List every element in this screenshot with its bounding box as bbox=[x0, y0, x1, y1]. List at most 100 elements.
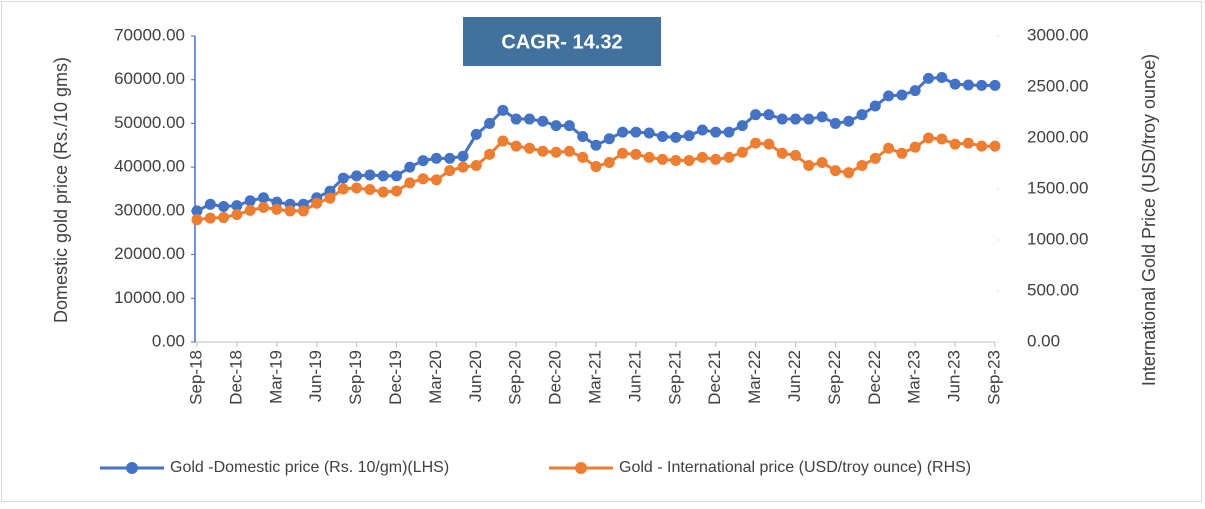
x-tick-label: Sep-22 bbox=[825, 350, 844, 405]
point bbox=[244, 204, 256, 216]
point bbox=[563, 145, 575, 157]
x-tick-label: Dec-19 bbox=[386, 350, 405, 405]
y-tick-label: 50000.00 bbox=[114, 113, 185, 132]
point bbox=[657, 131, 668, 143]
point bbox=[484, 148, 496, 160]
y2-tick-label: 500.00 bbox=[1027, 280, 1079, 299]
x-tick-label: Mar-20 bbox=[426, 350, 445, 404]
point bbox=[829, 117, 841, 129]
point bbox=[218, 200, 230, 212]
x-tick-label: Dec-18 bbox=[226, 350, 245, 405]
point bbox=[364, 184, 376, 196]
point bbox=[244, 195, 256, 207]
point bbox=[883, 90, 895, 102]
point bbox=[311, 197, 323, 209]
point bbox=[869, 100, 881, 112]
point bbox=[603, 133, 615, 145]
point bbox=[497, 104, 509, 116]
point bbox=[337, 172, 349, 184]
y2-tick-label: 2500.00 bbox=[1027, 76, 1088, 95]
x-tick-label: Mar-23 bbox=[905, 350, 924, 404]
y2-tick-label: 1000.00 bbox=[1027, 229, 1088, 248]
point bbox=[258, 192, 269, 204]
point bbox=[417, 173, 429, 185]
x-tick-label: Mar-19 bbox=[266, 350, 285, 404]
point bbox=[750, 109, 762, 121]
point bbox=[351, 170, 363, 182]
point bbox=[723, 126, 735, 138]
y-tick-label: 70000.00 bbox=[114, 25, 185, 44]
point bbox=[377, 186, 389, 198]
point bbox=[404, 161, 416, 173]
point bbox=[391, 170, 402, 182]
point bbox=[736, 120, 748, 132]
point bbox=[883, 142, 895, 154]
point bbox=[231, 209, 243, 220]
point bbox=[643, 151, 655, 163]
annotation: CAGR- 14.32 bbox=[501, 31, 622, 53]
point bbox=[923, 72, 934, 84]
legend-marker bbox=[126, 462, 138, 474]
point bbox=[763, 138, 775, 150]
point bbox=[510, 140, 522, 152]
point bbox=[670, 131, 682, 143]
point bbox=[524, 113, 535, 125]
point bbox=[324, 192, 336, 204]
point bbox=[271, 203, 283, 215]
point bbox=[231, 200, 243, 212]
legend-marker bbox=[575, 462, 587, 474]
point bbox=[683, 154, 695, 166]
x-tick-label: Sep-20 bbox=[506, 350, 525, 405]
legend-label: Gold - International price (USD/troy oun… bbox=[619, 459, 971, 476]
point bbox=[750, 137, 762, 149]
annotation-box bbox=[463, 17, 661, 66]
point bbox=[191, 214, 203, 226]
x-tick-label: Sep-23 bbox=[984, 350, 1003, 405]
point bbox=[829, 165, 841, 177]
point bbox=[923, 132, 934, 144]
point bbox=[364, 169, 376, 181]
point bbox=[204, 198, 216, 210]
y2-tick-label: 1500.00 bbox=[1027, 178, 1088, 197]
point bbox=[297, 205, 309, 217]
x-tick-label: Jun-20 bbox=[466, 350, 485, 402]
y2-tick-label: 2000.00 bbox=[1027, 127, 1088, 146]
x-tick-label: Dec-20 bbox=[546, 350, 565, 405]
point bbox=[696, 151, 708, 163]
point bbox=[936, 133, 948, 145]
point bbox=[976, 140, 988, 152]
point bbox=[896, 89, 908, 101]
x-tick-label: Jun-22 bbox=[785, 350, 804, 402]
x-tick-label: Jun-21 bbox=[625, 350, 644, 402]
point bbox=[470, 128, 482, 140]
point bbox=[723, 151, 735, 163]
point bbox=[577, 131, 589, 143]
point bbox=[550, 146, 562, 158]
point bbox=[563, 120, 575, 132]
y-tick-label: 60000.00 bbox=[114, 69, 185, 88]
point bbox=[736, 146, 748, 158]
y-tick-label: 20000.00 bbox=[114, 244, 185, 263]
point bbox=[763, 109, 775, 121]
point bbox=[816, 156, 828, 168]
point bbox=[976, 79, 988, 91]
point bbox=[896, 147, 908, 159]
point bbox=[989, 79, 1001, 91]
point bbox=[630, 148, 642, 160]
point bbox=[430, 174, 442, 186]
point bbox=[617, 126, 629, 138]
point bbox=[444, 165, 456, 177]
point bbox=[484, 117, 496, 129]
point bbox=[537, 115, 549, 127]
point bbox=[630, 126, 642, 138]
point bbox=[696, 124, 708, 136]
point bbox=[191, 205, 203, 217]
point bbox=[803, 160, 815, 172]
y-tick-label: 40000.00 bbox=[114, 157, 185, 176]
point bbox=[643, 127, 655, 139]
point bbox=[457, 161, 469, 173]
point bbox=[949, 78, 961, 90]
point bbox=[337, 183, 349, 195]
